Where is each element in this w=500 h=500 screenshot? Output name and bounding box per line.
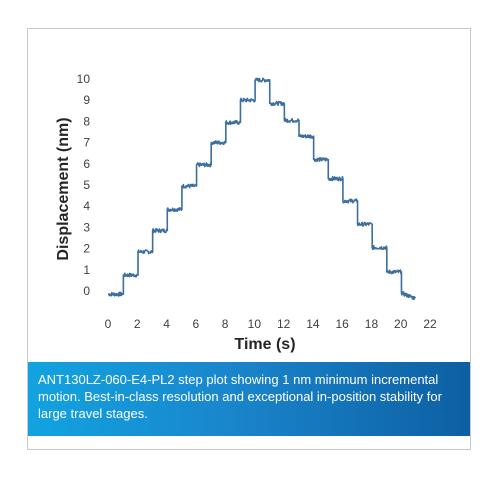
x-tick-label: 0 <box>105 317 112 331</box>
y-tick-label: 4 <box>83 199 90 213</box>
x-tick-label: 2 <box>134 317 141 331</box>
x-axis-label: Time (s) <box>234 336 295 353</box>
y-tick-label: 5 <box>83 178 90 192</box>
x-tick-label: 20 <box>394 317 408 331</box>
x-tick-label: 6 <box>192 317 199 331</box>
y-tick-label: 10 <box>77 72 91 86</box>
x-tick-label: 16 <box>336 317 350 331</box>
y-tick-label: 9 <box>83 93 90 107</box>
x-tick-label: 8 <box>222 317 229 331</box>
y-tick-label: 1 <box>83 263 90 277</box>
y-tick-label: 3 <box>83 220 90 234</box>
y-tick-label: 7 <box>83 136 90 150</box>
x-tick-label: 14 <box>306 317 320 331</box>
displacement-series-line <box>107 77 417 301</box>
x-tick-label: 4 <box>163 317 170 331</box>
figure-caption: ANT130LZ-060-E4-PL2 step plot showing 1 … <box>28 362 470 436</box>
x-tick-label: 10 <box>248 317 262 331</box>
x-tick-label: 22 <box>423 317 437 331</box>
x-tick-label: 12 <box>277 317 291 331</box>
x-tick-label: 18 <box>365 317 379 331</box>
y-tick-label: 2 <box>83 242 90 256</box>
y-tick-label: 8 <box>83 114 90 128</box>
y-tick-label: 0 <box>83 284 90 298</box>
y-axis-label: Displacement (nm) <box>55 117 72 260</box>
figure-card: 0 1 2 3 4 5 6 7 8 9 10 0 2 4 6 8 10 12 14 16 18 20 22 Displac… <box>27 28 471 450</box>
y-tick-label: 6 <box>83 157 90 171</box>
